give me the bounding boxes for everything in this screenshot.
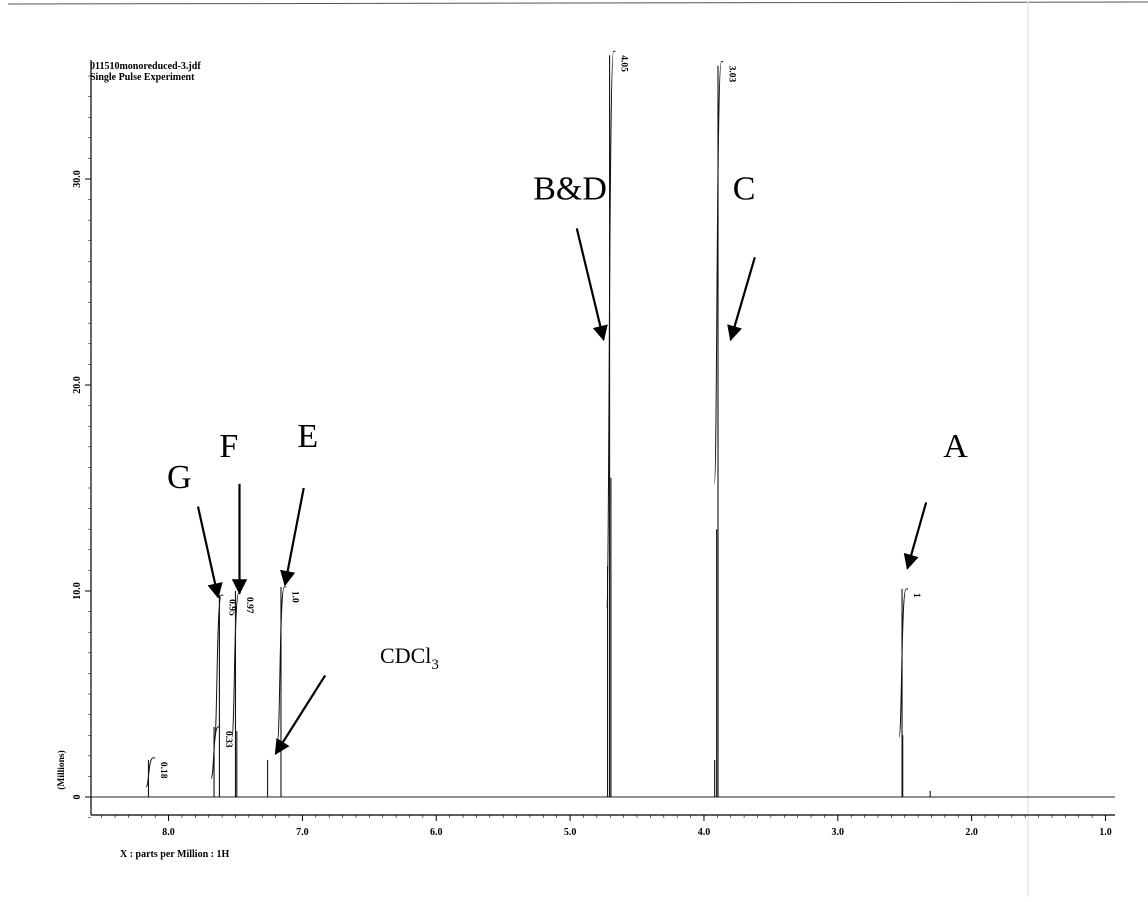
y-tick-label: 10.0: [72, 582, 83, 600]
x-tick-label: 2.0: [965, 827, 978, 838]
integral-curve: [898, 588, 909, 738]
integral-label: 3.03: [726, 66, 736, 83]
integral-label: 0.33: [223, 731, 233, 748]
annotation-arrow: [196, 506, 223, 599]
peak-annotation-label: B&D: [533, 171, 607, 208]
integral-label: 4.05: [619, 55, 629, 72]
integral-label: 0.95: [226, 599, 236, 616]
annotation-arrow: [280, 487, 305, 587]
peak-annotation-label: G: [167, 459, 192, 496]
x-tick-label: 6.0: [430, 827, 443, 838]
y-axis-label: (Millions): [56, 750, 67, 790]
annotation-arrow: [575, 228, 608, 342]
peak-group: [147, 55, 931, 797]
y-tick-label: 30.0: [72, 170, 83, 188]
annotation-group: B&D C GF E A CDCl3: [167, 171, 968, 756]
integral-label: 1.0: [289, 591, 299, 603]
x-tick-label: 7.0: [296, 827, 309, 838]
x-tick-group: 8.0 7.0 6.0 5.0 4.0 3.0 2.0 1.0: [101, 815, 1112, 838]
integral-curve: [606, 50, 616, 608]
peak-annotation-label: F: [219, 428, 238, 465]
x-tick-label: 5.0: [564, 827, 577, 838]
integral-label: 1: [911, 593, 921, 598]
y-tick-label: 20.0: [72, 376, 83, 394]
integral-label: 0.18: [158, 762, 168, 779]
annotation-arrow: [903, 502, 928, 570]
peak-annotation-label: C: [733, 171, 756, 208]
integral-curve: [210, 726, 221, 779]
integral-label: 0.97: [244, 597, 254, 614]
experiment-name: Single Pulse Experiment: [90, 72, 195, 83]
integral-curve: [276, 586, 287, 742]
x-axis-label: X : parts per Million : 1H: [120, 849, 229, 860]
integral-curve: [713, 61, 724, 485]
y-tick-label: 0: [72, 795, 83, 800]
x-tick-label: 8.0: [162, 827, 175, 838]
integral-group: 0.18 0.33 0.95 0.97 1.0 4.05 3.03 1: [145, 50, 921, 788]
peak-annotation-label: A: [943, 428, 968, 465]
x-tick-label: 4.0: [698, 827, 711, 838]
page-top-edge: [7, 1, 1148, 5]
integral-curve: [145, 757, 156, 788]
annotation-arrow: [274, 674, 327, 756]
peak-annotation-label: CDCl3: [380, 643, 439, 673]
x-tick-label: 3.0: [832, 827, 845, 838]
annotation-arrow: [727, 256, 756, 342]
file-name: 011510monoreduced-3.jdf: [90, 61, 201, 72]
peak-annotation-label: E: [297, 418, 318, 455]
x-tick-label: 1.0: [1099, 827, 1112, 838]
integral-curve: [231, 592, 241, 738]
y-tick-group: 0 10.0 20.0 30.0: [72, 75, 91, 818]
